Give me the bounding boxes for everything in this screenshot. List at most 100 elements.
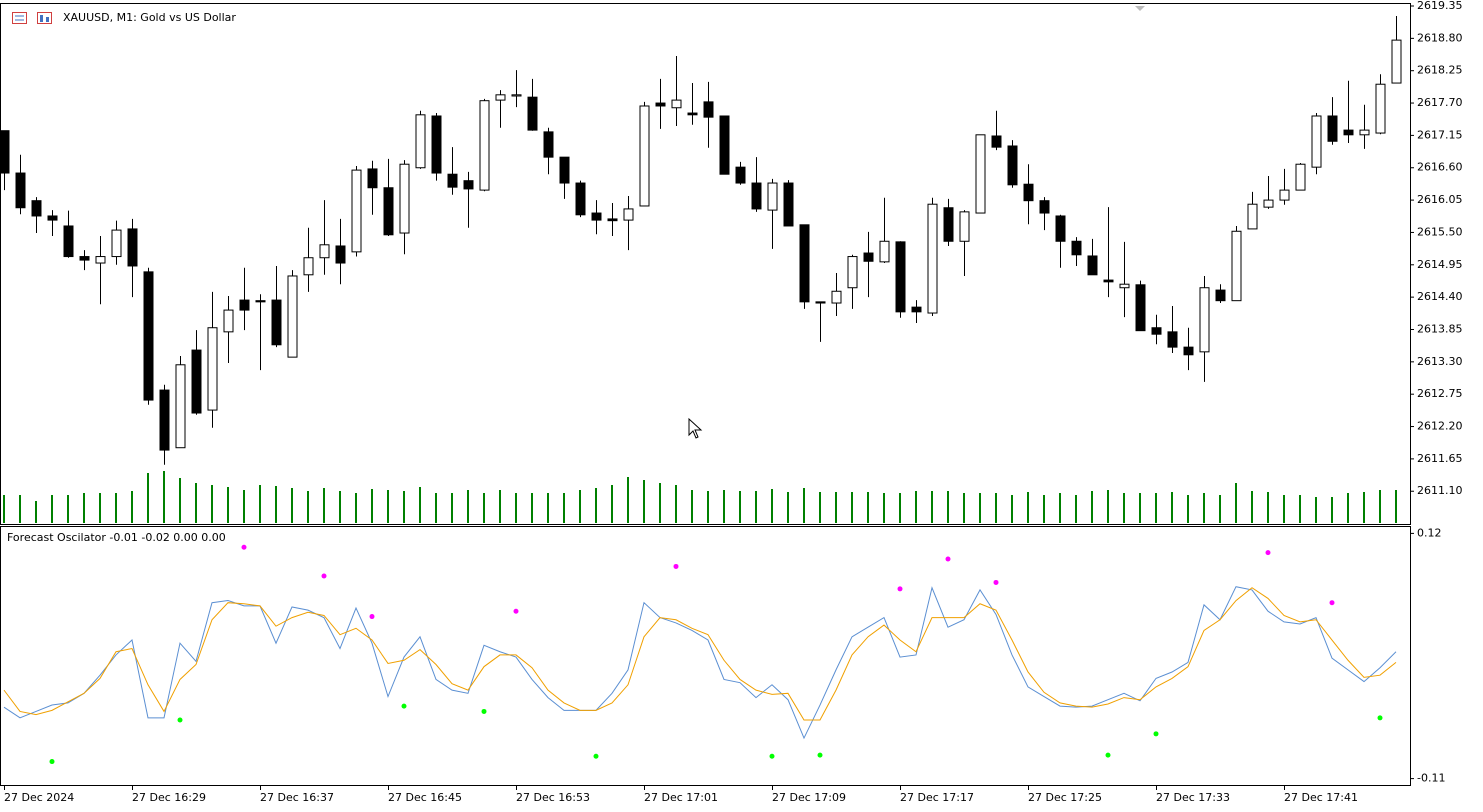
y-tick-label: -0.11 <box>1417 772 1445 785</box>
x-tick-label: 27 Dec 17:01 <box>644 791 718 804</box>
candle-body <box>511 94 522 97</box>
candle-body <box>95 256 106 264</box>
candle-body <box>815 301 826 304</box>
candle-body <box>751 182 762 210</box>
candle-body <box>1295 163 1306 191</box>
candle-body <box>495 94 506 101</box>
candle-body <box>1279 189 1290 201</box>
candle-body <box>159 389 170 451</box>
candle-body <box>831 290 842 304</box>
signal-dot <box>593 753 599 759</box>
candle-body <box>799 224 810 303</box>
candle-body <box>47 215 58 221</box>
signal-dot <box>369 614 375 620</box>
candle-body <box>575 182 586 216</box>
signal-dot <box>945 556 951 562</box>
candle-body <box>175 364 186 449</box>
candle-body <box>1039 200 1050 214</box>
oscillator-panel <box>0 526 1411 786</box>
y-tick-label: 2618.80 <box>1417 31 1463 44</box>
candle-body <box>399 163 410 234</box>
signal-dot <box>401 703 407 709</box>
y-tick-label: 2612.20 <box>1417 420 1463 433</box>
y-tick-label: 2615.50 <box>1417 225 1463 238</box>
candle-body <box>863 252 874 262</box>
candle-body <box>1359 129 1370 136</box>
candle-body <box>1023 183 1034 202</box>
candle-body <box>607 218 618 222</box>
candle-body <box>559 156 570 184</box>
y-tick-label: 2614.95 <box>1417 258 1463 271</box>
candle-body <box>79 256 90 261</box>
icon <box>37 12 52 24</box>
candle-body <box>975 134 986 214</box>
candle-body <box>271 299 282 346</box>
candle-body <box>1007 145 1018 186</box>
candle-body <box>655 102 666 107</box>
candle-body <box>0 130 10 174</box>
candle-body <box>287 275 298 358</box>
candle-body <box>527 96 538 131</box>
candle-body <box>1071 240 1082 256</box>
candle-body <box>1055 215 1066 242</box>
candle-body <box>1327 115 1338 142</box>
signal-dot <box>481 708 487 714</box>
candle-body <box>415 114 426 169</box>
y-tick-label: 2616.05 <box>1417 193 1463 206</box>
y-tick-label: 2611.65 <box>1417 452 1463 465</box>
mouse-cursor <box>688 417 703 439</box>
candle-body <box>303 257 314 276</box>
signal-dot <box>513 608 519 614</box>
candle-body <box>703 101 714 118</box>
candle-body <box>63 225 74 258</box>
y-tick-label: 2617.15 <box>1417 128 1463 141</box>
signal-dot <box>769 753 775 759</box>
candle-body <box>207 327 218 411</box>
candle-body <box>383 187 394 236</box>
signal-dot <box>993 579 999 585</box>
candle-body <box>351 169 362 253</box>
candle-body <box>1215 289 1226 302</box>
candle-body <box>479 100 490 191</box>
candle-body <box>879 240 890 263</box>
candle-body <box>1311 115 1322 168</box>
candle-body <box>1391 39 1402 84</box>
candle-body <box>1119 283 1130 289</box>
x-tick-label: 27 Dec 17:17 <box>900 791 974 804</box>
x-tick-label: 27 Dec 2024 <box>4 791 74 804</box>
candle-body <box>1087 255 1098 276</box>
candle-body <box>1375 83 1386 134</box>
candle-body <box>463 180 474 190</box>
candle-body <box>1199 287 1210 353</box>
candle-body <box>735 166 746 184</box>
candle-body <box>223 309 234 333</box>
signal-dot <box>321 573 327 579</box>
candle-body <box>1183 346 1194 356</box>
y-tick-label: 2619.35 <box>1417 0 1463 12</box>
candle-body <box>959 211 970 242</box>
candle-body <box>719 115 730 175</box>
x-tick-label: 27 Dec 16:45 <box>388 791 462 804</box>
candle-body <box>1343 129 1354 136</box>
y-tick-label: 2614.40 <box>1417 290 1463 303</box>
candle-body <box>319 244 330 259</box>
y-tick-label: 2617.70 <box>1417 96 1463 109</box>
candle-body <box>623 208 634 221</box>
x-tick-label: 27 Dec 17:25 <box>1028 791 1102 804</box>
icon-bar <box>46 17 49 22</box>
signal-dot <box>897 586 903 592</box>
oscillator-line <box>3 587 1397 721</box>
candle-body <box>1247 203 1258 230</box>
x-tick-label: 27 Dec 16:37 <box>260 791 334 804</box>
chart-title: XAUUSD, M1: Gold vs US Dollar <box>63 11 236 24</box>
candle-body <box>767 182 778 211</box>
y-tick-label: 2616.60 <box>1417 161 1463 174</box>
signal-dot <box>241 544 247 550</box>
signal-dot <box>49 759 55 765</box>
candle-body <box>31 200 42 217</box>
candle-body <box>847 256 858 289</box>
candle-body <box>127 228 138 267</box>
indicator-title: Forecast Oscilator -0.01 -0.02 0.00 0.00 <box>7 531 226 544</box>
x-tick-label: 27 Dec 17:41 <box>1284 791 1358 804</box>
y-tick-label: 2618.25 <box>1417 64 1463 77</box>
